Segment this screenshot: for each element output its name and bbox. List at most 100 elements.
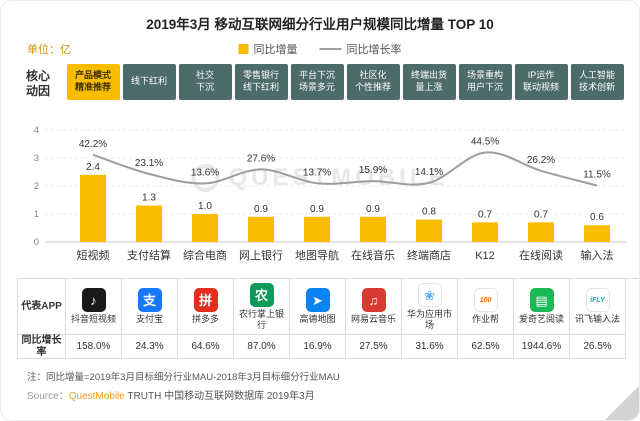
app-name: 高德地图 [299, 314, 336, 325]
source-line: Source：QuestMobile TRUTH 中国移动互联网数据库 2019… [27, 387, 639, 402]
growth-rate-line [92, 151, 598, 187]
driver-chip-7: 终端出货 量上涨 [402, 64, 456, 100]
ifly-ime-icon: iFLY [585, 288, 610, 313]
driver-chip-5: 平台下沉 场景多元 [290, 64, 344, 100]
legend-line-label: 同比增长率 [346, 44, 402, 56]
app-name: 作业帮 [471, 314, 499, 325]
y-tick-label: 4 [34, 125, 39, 136]
growth-cell: 87.0% [234, 335, 290, 359]
growth-cell: 27.5% [346, 335, 402, 359]
driver-chip-8: 场景重构 用户下沉 [458, 64, 512, 100]
x-axis-label: 在线阅读 [519, 248, 563, 262]
source-rest: TRUTH 中国移动互联网数据库 2019年3月 [124, 391, 315, 402]
driver-col: 零售银行 线下红利 [233, 64, 289, 100]
app-cell: 农农行掌上银行 [234, 279, 290, 335]
bar-在线音乐 [360, 216, 386, 242]
bar-value-label: 1.3 [142, 193, 156, 204]
app-cell: ❀ 华为应用市场 [402, 279, 458, 335]
driver-chip-4: 零售银行 线下红利 [234, 64, 288, 100]
driver-col: IP运作 联动视频 [513, 64, 569, 100]
y-tick-label: 1 [34, 209, 39, 220]
growth-cell: 158.0% [66, 335, 122, 359]
line-value-label: 26.2% [527, 155, 555, 166]
driver-col: 平台下沉 场景多元 [289, 64, 345, 100]
bar-短视频 [80, 174, 106, 242]
meta-row: 单位：亿 同比增量 同比增长率 [1, 40, 639, 56]
growth-cell: 26.5% [570, 335, 626, 359]
bar-value-label: 1.0 [198, 201, 212, 212]
pinduoduo-icon: 拼 [193, 288, 218, 313]
line-value-label: 14.1% [415, 167, 443, 178]
core-drivers-row: 核心 动因 产品模式 精准推荐 线下红利 社交 下沉 零售银行 线下红利 平台下沉 场景… [1, 64, 639, 102]
app-name: 支付宝 [135, 314, 163, 325]
zuoyebang-icon: 100 [473, 288, 498, 313]
table-row-header-growth: 同比增长率 [18, 335, 66, 359]
x-axis-label: 地图导航 [295, 248, 339, 262]
driver-col: 社区化 个性推荐 [345, 64, 401, 100]
growth-cell: 16.9% [290, 335, 346, 359]
bar-value-label: 0.9 [366, 204, 380, 215]
app-cell: 支支付宝 [122, 279, 178, 335]
x-axis-label: 在线音乐 [351, 248, 395, 262]
x-axis-label: 短视频 [77, 248, 110, 262]
app-name: 抖音短视频 [70, 314, 116, 325]
driver-col: 终端出货 量上涨 [401, 64, 457, 100]
growth-cell: 64.6% [178, 335, 234, 359]
representative-apps-table: 代表APP ♪ 抖音短视频支支付宝拼拼多多农农行掌上银行 ➤ 高德地图 ♫ 网易云音乐 ❀ 华为… [17, 278, 639, 359]
footnote: 注：同比增量=2019年3月目标细分行业MAU-2018年3月目标细分行业MAU [27, 372, 340, 383]
corner-fold-decoration [605, 386, 639, 420]
driver-col: 社交 下沉 [177, 64, 233, 100]
chart-legend: 同比增量 同比增长率 [238, 41, 402, 57]
driver-chip-2: 线下红利 [122, 64, 176, 100]
x-axis-label: 网上银行 [239, 248, 283, 262]
iqiyi-reading-icon: ▤ [529, 288, 554, 313]
douyin-icon: ♪ [81, 288, 106, 313]
bar-地图导航 [304, 216, 330, 242]
y-tick-label: 0 [34, 237, 39, 248]
bar-终端商店 [416, 219, 442, 242]
bar-value-label: 0.7 [478, 209, 492, 220]
bar-在线阅读 [528, 222, 554, 242]
app-name: 爱奇艺阅读 [518, 314, 564, 325]
driver-chip-6: 社区化 个性推荐 [346, 64, 400, 100]
app-cell: 拼拼多多 [178, 279, 234, 335]
bar-K12 [472, 222, 498, 242]
bar-swatch-icon [238, 44, 249, 54]
y-tick-label: 3 [34, 153, 39, 164]
growth-cell: 31.6% [402, 335, 458, 359]
abc-mobile-bank-icon: 农 [249, 283, 274, 308]
app-name: 华为应用市场 [406, 309, 452, 330]
line-value-label: 27.6% [247, 153, 275, 164]
driver-chips: 产品模式 精准推荐 线下红利 社交 下沉 零售银行 线下红利 平台下沉 场景多元 社区化 … [65, 64, 625, 100]
bar-value-label: 0.9 [254, 204, 268, 215]
bar-输入法 [584, 225, 610, 242]
line-value-label: 11.5% [583, 170, 611, 181]
bar-value-label: 0.8 [422, 207, 436, 218]
app-name: 网易云音乐 [350, 314, 396, 325]
driver-col: 场景重构 用户下沉 [457, 64, 513, 100]
page-title: 2019年3月 移动互联网细分行业用户规模同比增量 TOP 10 [146, 17, 494, 32]
app-name: 拼多多 [191, 314, 219, 325]
netease-cloud-music-icon: ♫ [361, 288, 386, 313]
app-cell: ♪ 抖音短视频 [66, 279, 122, 335]
line-value-label: 15.9% [359, 165, 387, 176]
app-cell: 100 作业帮 [458, 279, 514, 335]
app-cell: ▤ 爱奇艺阅读 [514, 279, 570, 335]
x-axis-label: K12 [475, 250, 495, 262]
x-axis-label: 输入法 [581, 248, 614, 262]
line-swatch-icon [319, 48, 342, 50]
growth-cell: 1944.6% [514, 335, 570, 359]
bar-支付结算 [136, 205, 162, 242]
alipay-icon: 支 [137, 288, 162, 313]
legend-line-item: 同比增长率 [319, 41, 402, 57]
app-name: 讯飞输入法 [574, 314, 620, 325]
chart-area: QUESTMOBILE 0 1 2 3 4 2.4 短视频 1.3 支付结算 1.0 综合电商 0.9… [1, 102, 639, 272]
unit-label: 单位：亿 [27, 44, 71, 56]
line-value-label: 13.6% [191, 167, 219, 178]
driver-chip-3: 社交 下沉 [178, 64, 232, 100]
driver-chip-10: 人工智能 技术创新 [570, 64, 624, 100]
bar-value-label: 0.9 [310, 204, 324, 215]
x-axis-label: 综合电商 [183, 248, 227, 262]
y-tick-label: 2 [34, 181, 39, 192]
